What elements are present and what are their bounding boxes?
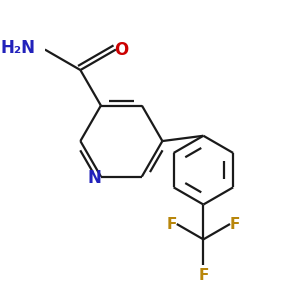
Text: F: F [230,217,240,232]
Text: O: O [115,40,129,58]
Text: N: N [87,169,101,187]
Text: F: F [167,217,177,232]
Text: H₂N: H₂N [1,39,36,57]
Text: F: F [198,268,208,283]
